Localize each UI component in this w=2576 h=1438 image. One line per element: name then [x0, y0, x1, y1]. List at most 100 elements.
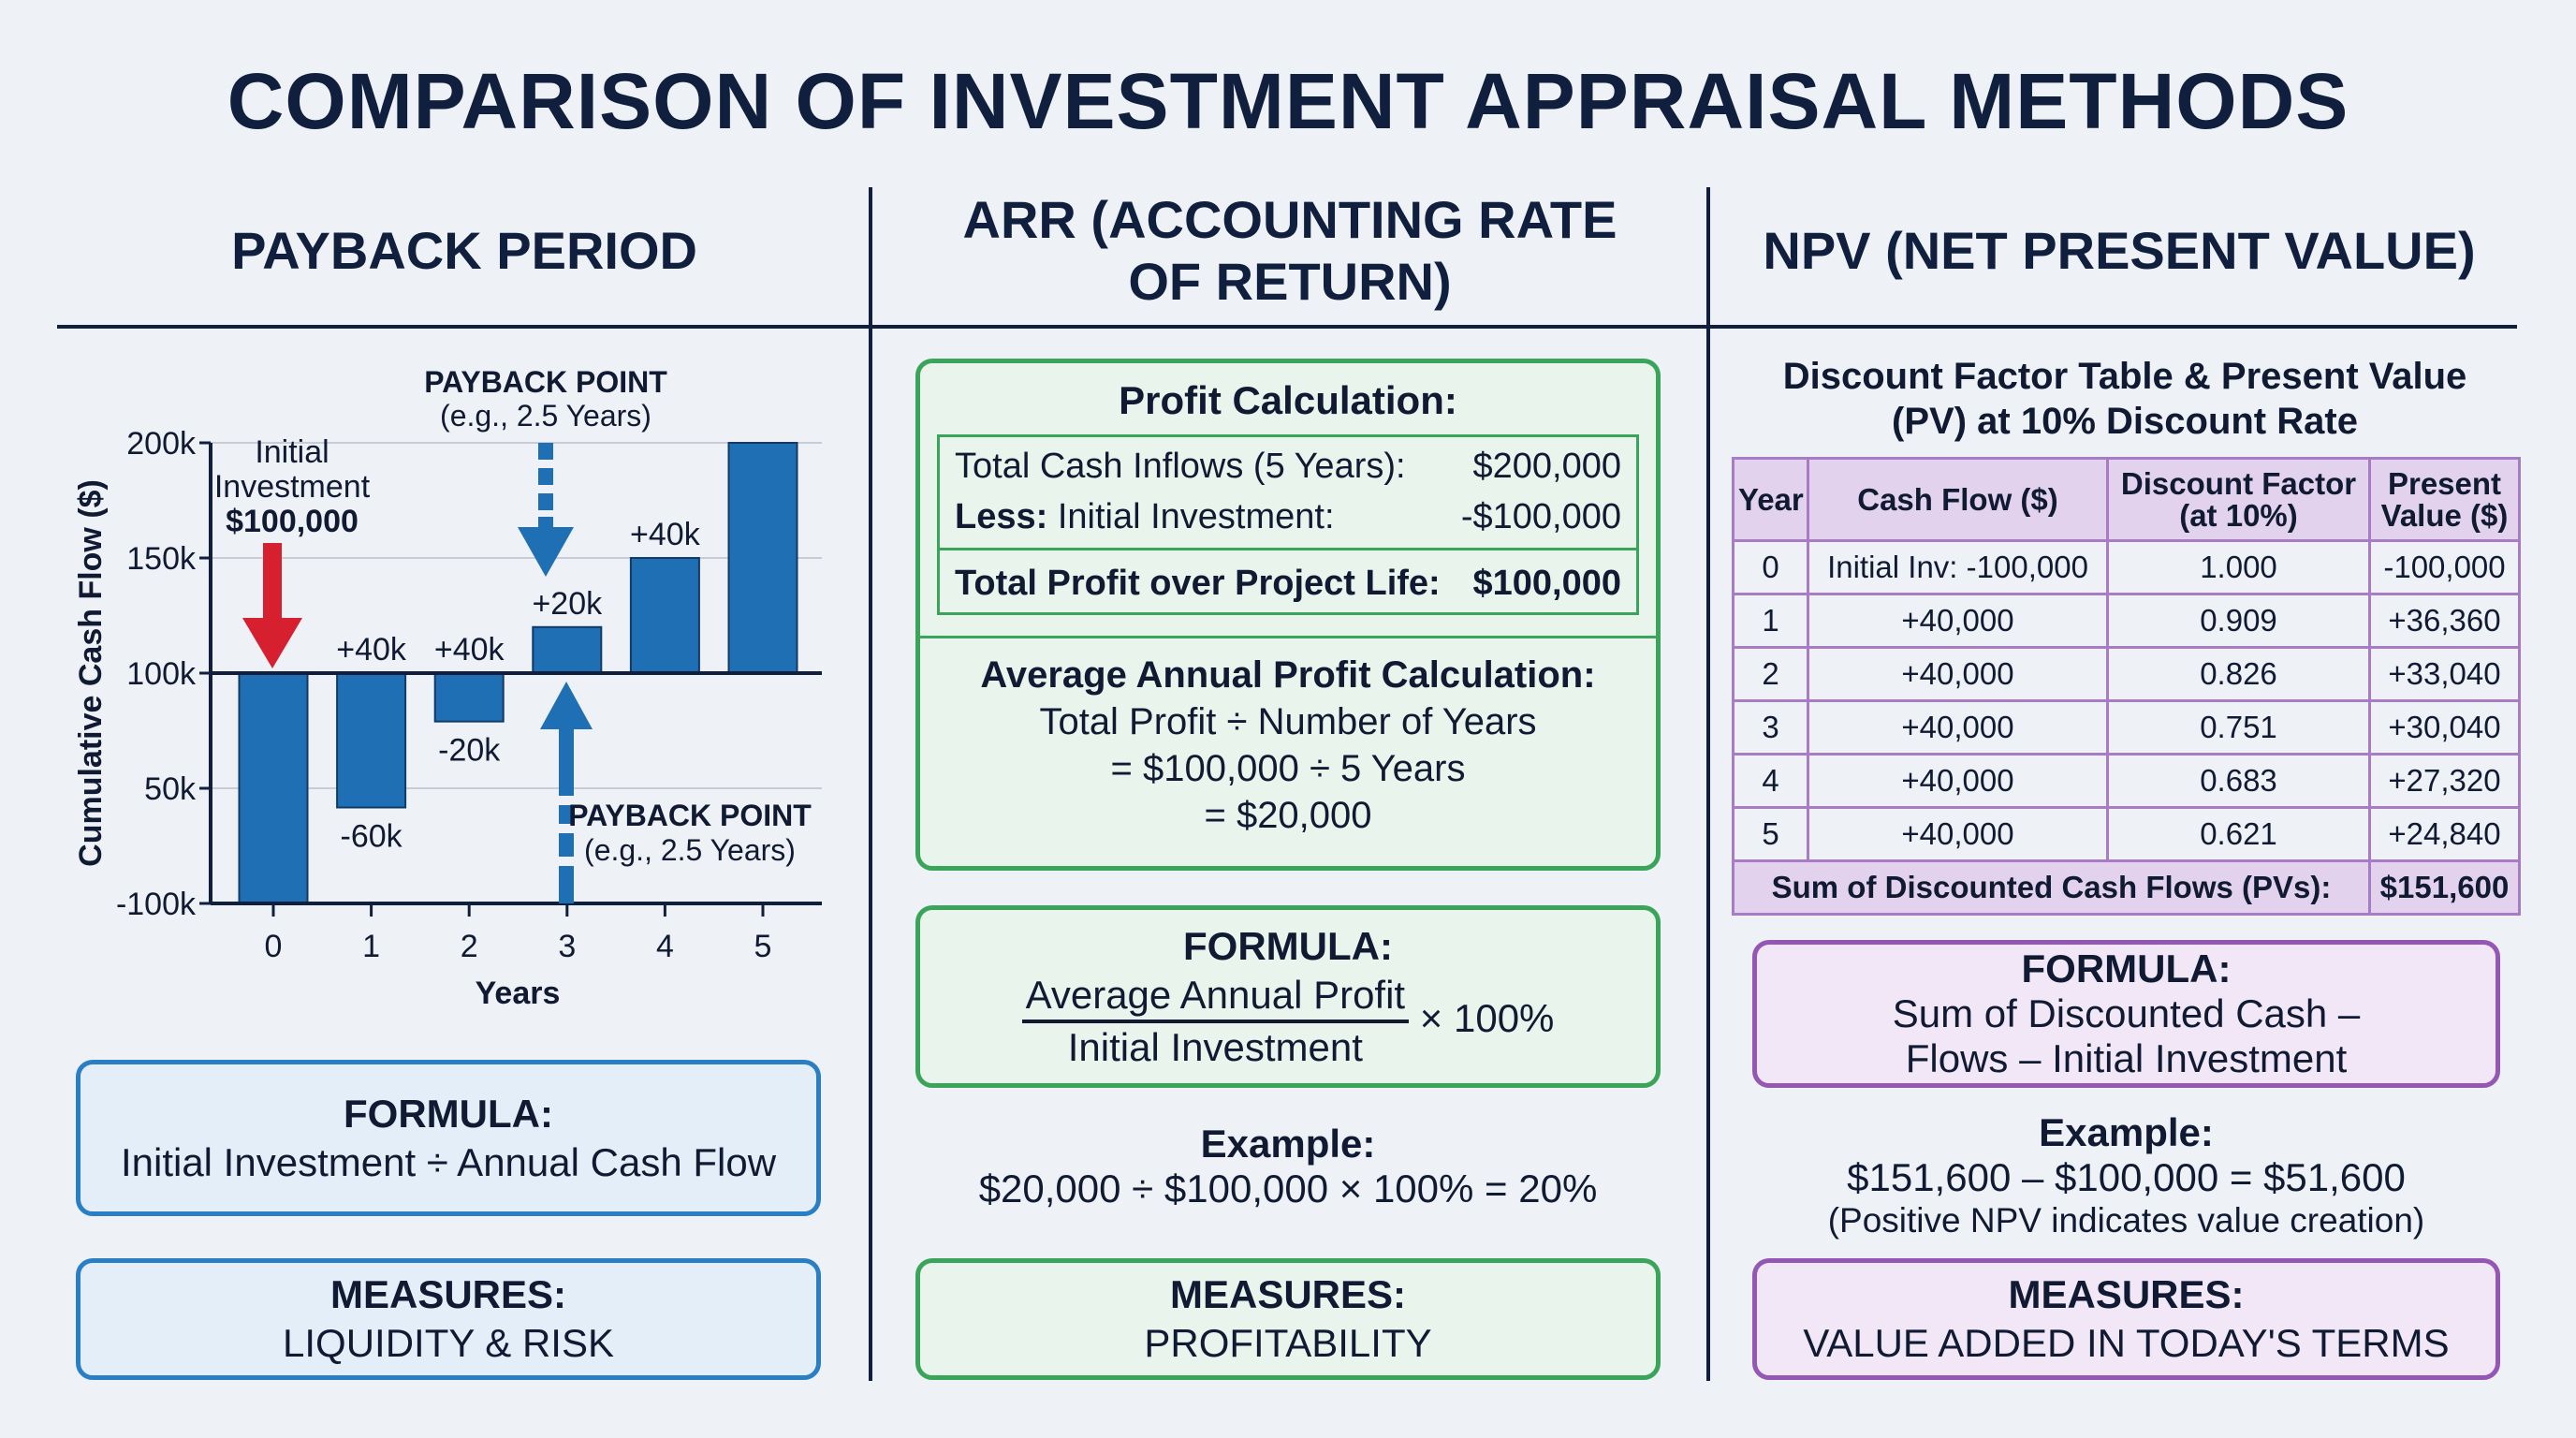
formula-label: FORMULA: — [344, 1091, 553, 1136]
measures-label: MEASURES: — [329, 1272, 567, 1316]
table-cell: 0.909 — [2106, 593, 2371, 649]
payback-point-label: (e.g., 2.5 Years) — [440, 399, 651, 433]
payback-point-label: PAYBACK POINT — [568, 799, 812, 832]
dashed-arrow-segment — [559, 833, 574, 857]
measures-label: MEASURES: — [1169, 1272, 1407, 1316]
avg-profit-section: Average Annual Profit Calculation: Total… — [920, 636, 1656, 839]
down-arrow-icon — [518, 527, 574, 577]
arr-heading-line2: OF RETURN) — [1128, 252, 1452, 311]
y-tick-label: -100k — [116, 887, 197, 922]
payback-point-label: (e.g., 2.5 Years) — [584, 833, 796, 867]
table-cell: 0.751 — [2106, 699, 2371, 756]
table-cell: +40,000 — [1807, 753, 2109, 809]
table-cell: +30,040 — [2368, 699, 2521, 756]
dashed-arrow-segment — [559, 866, 574, 903]
y-tick-label: 100k — [126, 656, 197, 692]
profit-row: Less: Initial Investment: -$100,000 — [955, 492, 1621, 542]
table-row: 5 +40,000 0.621 +24,840 — [1732, 806, 2521, 862]
measures-text: PROFITABILITY — [1144, 1321, 1432, 1365]
table-cell: 4 — [1732, 753, 1809, 809]
row-label: Total Cash Inflows (5 Years): — [955, 447, 1406, 486]
y-tick-label: 200k — [126, 426, 197, 462]
table-cell: 3 — [1732, 699, 1809, 756]
example-note: (Positive NPV indicates value creation) — [1827, 1201, 2425, 1240]
table-cell: 1.000 — [2106, 539, 2371, 595]
sum-label: Sum of Discounted Cash Flows (PVs): — [1732, 859, 2371, 916]
table-cell: Initial Inv: -100,000 — [1807, 539, 2109, 595]
arr-example: Example: $20,000 ÷ $100,000 × 100% = 20% — [915, 1122, 1661, 1211]
header-year: Year — [1732, 457, 1809, 542]
dashed-arrow-segment — [559, 729, 574, 796]
dashed-arrow-segment — [559, 805, 574, 824]
bar — [532, 625, 603, 674]
x-tick-label: 0 — [265, 929, 283, 964]
example-text: $151,600 – $100,000 = $51,600 — [1847, 1155, 2406, 1199]
red-arrow-shaft — [263, 543, 282, 620]
payback-formula-box: FORMULA: Initial Investment ÷ Annual Cas… — [76, 1060, 821, 1216]
bar-label: -60k — [341, 819, 403, 855]
bar — [336, 672, 407, 809]
formula-label: FORMULA: — [2021, 946, 2232, 990]
bar-label: +40k — [630, 517, 701, 552]
table-cell: +33,040 — [2368, 646, 2521, 702]
arr-heading: ARR (ACCOUNTING RATE OF RETURN) — [875, 189, 1705, 313]
measures-text: VALUE ADDED IN TODAY'S TERMS — [1803, 1321, 2450, 1365]
y-tick-label: 150k — [126, 541, 197, 577]
measures-text: LIQUIDITY & RISK — [283, 1321, 614, 1365]
header-discount-factor: Discount Factor (at 10%) — [2106, 457, 2371, 542]
formula-text: Initial Investment ÷ Annual Cash Flow — [120, 1139, 777, 1184]
payback-measures-box: MEASURES: LIQUIDITY & RISK — [76, 1258, 821, 1380]
less-label: Less: — [955, 497, 1048, 536]
table-row: 2 +40,000 0.826 +33,040 — [1732, 646, 2521, 702]
npv-table-title: Discount Factor Table & Present Value (P… — [1722, 354, 2527, 444]
table-title-line: (PV) at 10% Discount Rate — [1892, 401, 2358, 442]
y-axis-label: Cumulative Cash Flow ($) — [73, 479, 109, 867]
y-tick-label: 50k — [144, 771, 197, 807]
payback-point-label: PAYBACK POINT — [424, 365, 667, 399]
profit-table: Total Cash Inflows (5 Years): $200,000 Le… — [937, 434, 1639, 615]
bar — [727, 442, 798, 674]
table-cell: +40,000 — [1807, 646, 2109, 702]
table-cell: 0 — [1732, 539, 1809, 595]
avg-line: = $20,000 — [1204, 795, 1372, 836]
row-value: $200,000 — [1472, 447, 1622, 486]
bar-label: -20k — [438, 733, 501, 769]
discount-table: Year Cash Flow ($) Discount Factor (at 1… — [1732, 457, 2521, 916]
initial-investment-label: $100,000 — [226, 504, 359, 539]
table-cell: 1 — [1732, 593, 1809, 649]
bar-label: +40k — [434, 632, 505, 668]
sum-value: $151,600 — [2368, 859, 2521, 916]
x-tick-label: 4 — [656, 929, 674, 964]
profit-row: Total Cash Inflows (5 Years): $200,000 — [955, 441, 1621, 492]
bar — [629, 557, 700, 674]
dashed-arrow-segment — [538, 468, 553, 485]
dashed-arrow-segment — [538, 443, 553, 460]
x-tick-label: 3 — [558, 929, 576, 964]
x-tick-label: 2 — [461, 929, 478, 964]
payback-chart: -100k 50k 100k 150k 200k 0 1 2 3 4 5 Years Cumulativ… — [73, 365, 822, 1011]
profit-title: Profit Calculation: — [1119, 378, 1457, 422]
bar-label: +20k — [532, 586, 603, 622]
npv-formula-box: FORMULA: Sum of Discounted Cash – Flows … — [1752, 940, 2500, 1088]
table-row: 4 +40,000 0.683 +27,320 — [1732, 753, 2521, 809]
npv-example: Example: $151,600 – $100,000 = $51,600 (… — [1752, 1110, 2500, 1241]
table-cell: 0.621 — [2106, 806, 2371, 862]
header-rule — [57, 325, 2517, 329]
row-value: -$100,000 — [1460, 497, 1621, 536]
example-label: Example: — [2039, 1110, 2214, 1154]
table-cell: +40,000 — [1807, 806, 2109, 862]
example-label: Example: — [1200, 1122, 1376, 1166]
formula-fraction: Average Annual Profit Initial Investment … — [920, 971, 1656, 1072]
table-row: 0 Initial Inv: -100,000 1.000 -100,000 — [1732, 539, 2521, 595]
table-header-row: Year Cash Flow ($) Discount Factor (at 1… — [1732, 457, 2521, 542]
column-divider — [1706, 187, 1710, 1381]
arr-profit-box: Profit Calculation: Total Cash Inflows (… — [915, 359, 1661, 871]
row-label-text: Initial Investment: — [1047, 497, 1335, 536]
multiplier: × 100% — [1419, 995, 1555, 1040]
arr-heading-line1: ARR (ACCOUNTING RATE — [962, 190, 1617, 249]
x-tick-label: 1 — [362, 929, 380, 964]
table-cell: +40,000 — [1807, 593, 2109, 649]
payback-heading: PAYBACK PERIOD — [231, 221, 697, 280]
header-cash-flow: Cash Flow ($) — [1807, 457, 2109, 542]
header-present-value: Present Value ($) — [2368, 457, 2521, 542]
